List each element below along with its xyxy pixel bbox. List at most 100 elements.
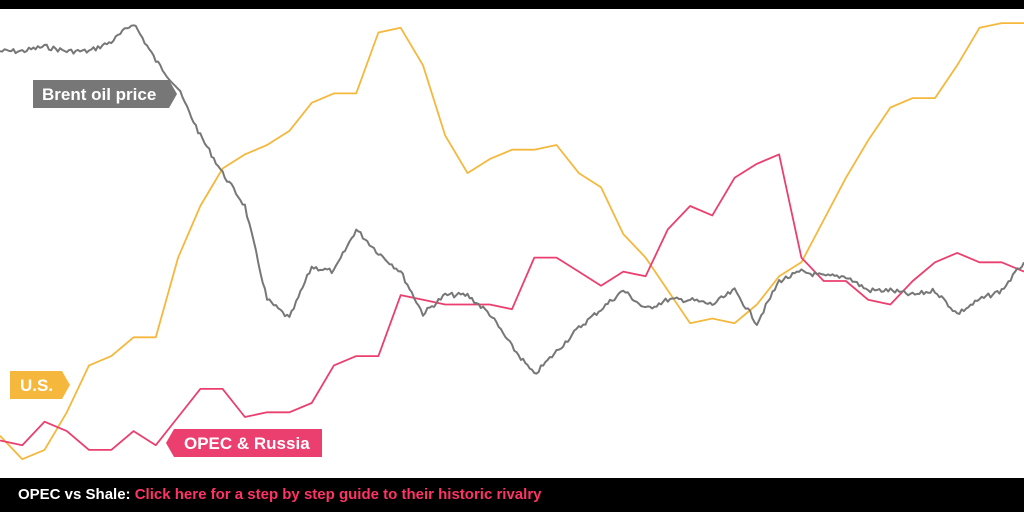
data-point-opec-russia <box>109 448 113 452</box>
data-point-u-s <box>844 176 848 180</box>
data-point-u-s <box>265 143 269 147</box>
series-layer <box>0 21 1024 461</box>
data-point-opec-russia <box>132 429 136 433</box>
data-point-u-s <box>621 232 625 236</box>
data-point-brent-oil-price <box>866 288 870 292</box>
data-point-u-s <box>466 171 470 175</box>
data-point-u-s <box>644 256 648 260</box>
data-point-opec-russia <box>65 429 69 433</box>
data-point-u-s <box>710 317 714 321</box>
data-point-opec-russia <box>844 279 848 283</box>
data-point-opec-russia <box>176 415 180 419</box>
label-brent-oil-price: Brent oil price <box>33 80 177 108</box>
series-line-u-s <box>0 22 1024 461</box>
data-point-brent-oil-price <box>87 49 91 53</box>
data-point-opec-russia <box>443 303 447 307</box>
data-point-opec-russia <box>577 270 581 274</box>
data-point-opec-russia <box>399 293 403 297</box>
data-point-opec-russia <box>955 251 959 255</box>
label-opec-russia-tag <box>166 429 322 457</box>
data-point-u-s <box>510 148 514 152</box>
data-point-opec-russia <box>733 176 737 180</box>
data-point-brent-oil-price <box>688 298 692 302</box>
data-point-brent-oil-price <box>20 49 24 53</box>
data-point-u-s <box>755 303 759 307</box>
data-point-opec-russia <box>265 410 269 414</box>
data-point-u-s <box>332 91 336 95</box>
data-point-brent-oil-price <box>43 45 47 49</box>
data-point-u-s <box>287 129 291 133</box>
data-point-brent-oil-price <box>978 298 982 302</box>
data-point-u-s <box>532 148 536 152</box>
data-point-u-s <box>109 354 113 358</box>
data-point-opec-russia <box>0 439 2 443</box>
data-point-opec-russia <box>198 387 202 391</box>
data-point-opec-russia <box>666 227 670 231</box>
data-point-u-s <box>488 157 492 161</box>
data-point-u-s <box>399 26 403 30</box>
data-point-u-s <box>822 218 826 222</box>
data-point-opec-russia <box>354 354 358 358</box>
footer-prefix: OPEC vs Shale: <box>18 486 131 503</box>
data-point-brent-oil-price <box>265 298 269 302</box>
data-point-opec-russia <box>621 270 625 274</box>
data-point-brent-oil-price <box>287 317 291 321</box>
data-point-brent-oil-price <box>777 279 781 283</box>
data-point-u-s <box>733 321 737 325</box>
data-point-brent-oil-price <box>888 288 892 292</box>
data-point-opec-russia <box>555 256 559 260</box>
data-point-brent-oil-price <box>421 312 425 316</box>
label-brent-oil-price-text: Brent oil price <box>42 85 156 104</box>
data-point-u-s <box>933 96 937 100</box>
data-point-opec-russia <box>799 256 803 260</box>
data-point-opec-russia <box>466 303 470 307</box>
data-point-brent-oil-price <box>577 326 581 330</box>
data-point-u-s <box>421 63 425 67</box>
data-point-u-s <box>866 138 870 142</box>
data-point-brent-oil-price <box>132 21 136 25</box>
data-point-brent-oil-price <box>822 274 826 278</box>
data-point-u-s <box>154 335 158 339</box>
data-point-opec-russia <box>287 410 291 414</box>
data-point-brent-oil-price <box>443 293 447 297</box>
data-point-brent-oil-price <box>109 40 113 44</box>
data-point-brent-oil-price <box>154 59 158 63</box>
data-point-brent-oil-price <box>243 204 247 208</box>
label-us-tag <box>10 371 70 399</box>
data-point-brent-oil-price <box>933 288 937 292</box>
data-point-u-s <box>176 256 180 260</box>
data-point-opec-russia <box>243 415 247 419</box>
footer-link[interactable]: Click here for a step by step guide to t… <box>134 486 542 503</box>
line-chart: Brent oil price U.S. OPEC & Russia <box>0 21 1024 461</box>
data-point-brent-oil-price <box>621 288 625 292</box>
data-point-brent-oil-price <box>844 274 848 278</box>
label-opec-russia: OPEC & Russia <box>166 429 322 457</box>
data-point-opec-russia <box>87 448 91 452</box>
top-bar <box>0 0 1024 9</box>
data-point-u-s <box>777 274 781 278</box>
data-point-opec-russia <box>43 420 47 424</box>
data-point-u-s <box>666 288 670 292</box>
data-point-brent-oil-price <box>599 307 603 311</box>
data-point-u-s <box>888 106 892 110</box>
data-point-opec-russia <box>888 303 892 307</box>
data-point-u-s <box>577 171 581 175</box>
series-line-brent-oil-price <box>0 24 1024 375</box>
data-point-opec-russia <box>310 401 314 405</box>
data-point-brent-oil-price <box>755 321 759 325</box>
data-point-brent-oil-price <box>733 288 737 292</box>
data-point-brent-oil-price <box>1000 288 1004 292</box>
data-point-brent-oil-price <box>532 373 536 377</box>
data-point-brent-oil-price <box>354 227 358 231</box>
data-point-brent-oil-price <box>198 134 202 138</box>
data-point-opec-russia <box>755 162 759 166</box>
data-point-u-s <box>688 321 692 325</box>
data-point-u-s <box>599 185 603 189</box>
data-point-opec-russia <box>688 204 692 208</box>
data-point-brent-oil-price <box>221 171 225 175</box>
data-point-opec-russia <box>154 443 158 447</box>
data-point-opec-russia <box>376 354 380 358</box>
data-point-opec-russia <box>20 443 24 447</box>
data-point-brent-oil-price <box>332 270 336 274</box>
label-opec-russia-text: OPEC & Russia <box>184 434 310 453</box>
